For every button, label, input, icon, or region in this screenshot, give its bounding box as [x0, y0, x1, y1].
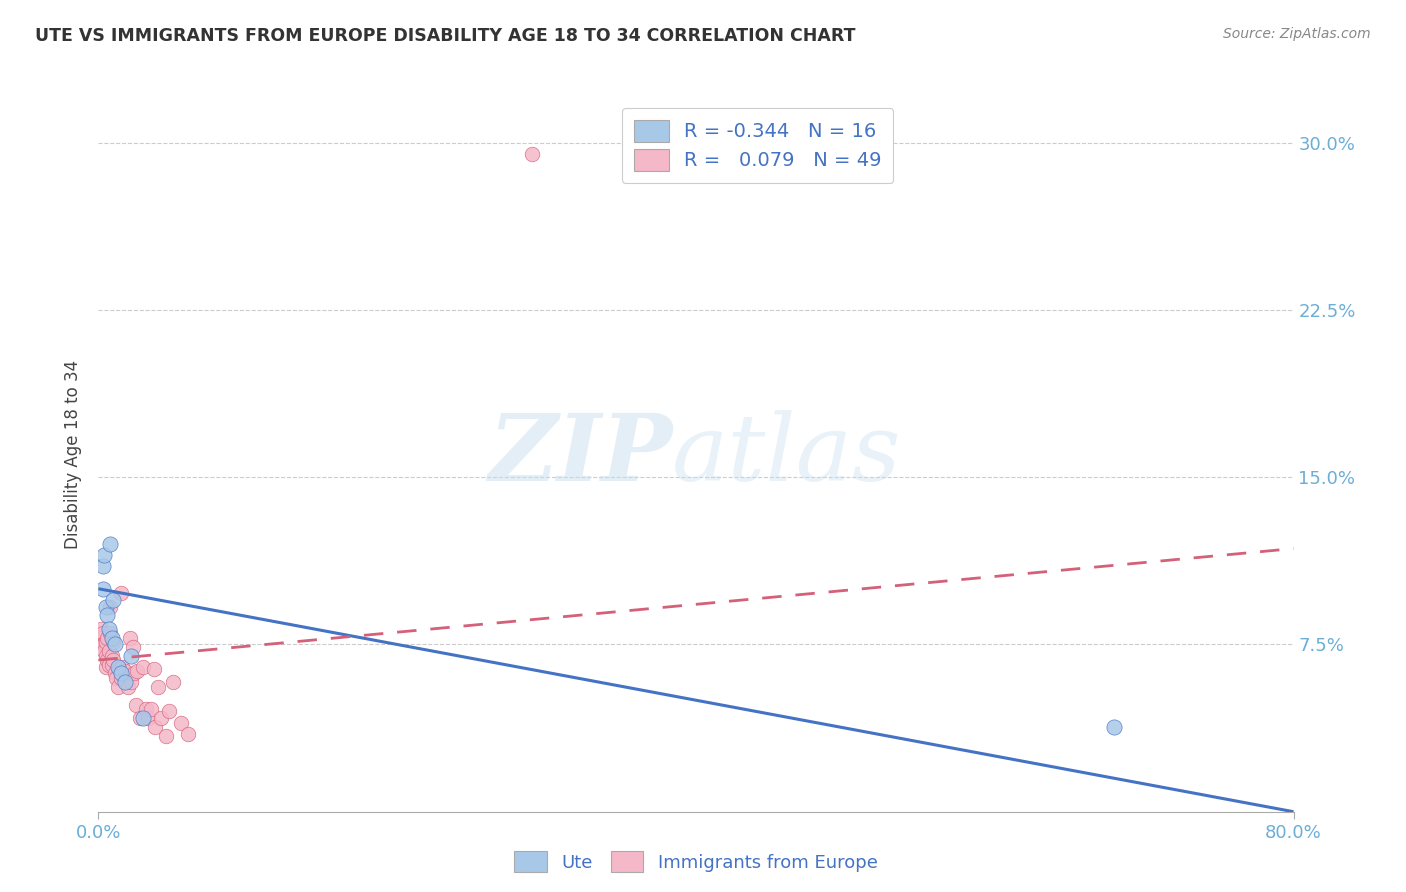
Point: [150, 711, 173, 725]
Point: [124, 666, 146, 681]
Point: [107, 660, 129, 674]
Point: [96, 631, 118, 645]
Point: [125, 698, 148, 712]
Point: [162, 675, 184, 690]
Legend: Ute, Immigrants from Europe: Ute, Immigrants from Europe: [505, 842, 887, 881]
Point: [90, 622, 112, 636]
Text: ZIP: ZIP: [488, 410, 672, 500]
Point: [97, 657, 120, 672]
Point: [117, 680, 139, 694]
Point: [91, 559, 114, 574]
Point: [169, 715, 191, 730]
Point: [94, 635, 117, 649]
Point: [143, 720, 166, 734]
Point: [101, 648, 124, 663]
Point: [142, 662, 165, 676]
Point: [157, 705, 180, 719]
Point: [114, 675, 136, 690]
Text: Source: ZipAtlas.com: Source: ZipAtlas.com: [1223, 27, 1371, 41]
Point: [105, 671, 128, 685]
Point: [97, 644, 120, 658]
Point: [136, 711, 159, 725]
Point: [94, 599, 117, 614]
Point: [118, 631, 141, 645]
Point: [97, 622, 120, 636]
Point: [114, 664, 136, 678]
Point: [148, 680, 170, 694]
Point: [520, 147, 543, 161]
Y-axis label: Disability Age 18 to 34: Disability Age 18 to 34: [65, 360, 83, 549]
Point: [100, 537, 122, 551]
Point: [103, 592, 125, 607]
Point: [127, 664, 149, 678]
Point: [120, 675, 142, 690]
Point: [96, 608, 118, 623]
Point: [121, 640, 143, 654]
Point: [94, 660, 117, 674]
Point: [104, 637, 127, 651]
Point: [93, 644, 115, 658]
Point: [101, 631, 124, 645]
Point: [110, 666, 132, 681]
Point: [101, 657, 124, 672]
Point: [132, 711, 155, 725]
Point: [107, 680, 129, 694]
Point: [91, 637, 114, 651]
Point: [100, 599, 122, 614]
Point: [103, 635, 125, 649]
Point: [100, 626, 122, 640]
Point: [177, 726, 200, 740]
Point: [91, 626, 114, 640]
Point: [103, 653, 125, 667]
Point: [94, 648, 117, 663]
Point: [93, 637, 115, 651]
Text: UTE VS IMMIGRANTS FROM EUROPE DISABILITY AGE 18 TO 34 CORRELATION CHART: UTE VS IMMIGRANTS FROM EUROPE DISABILITY…: [35, 27, 856, 45]
Point: [104, 666, 127, 681]
Point: [93, 548, 115, 563]
Point: [155, 729, 177, 743]
Point: [120, 648, 142, 663]
Point: [96, 653, 118, 667]
Point: [90, 631, 112, 645]
Point: [139, 702, 162, 716]
Text: atlas: atlas: [672, 410, 901, 500]
Point: [132, 660, 155, 674]
Point: [111, 660, 134, 674]
Point: [91, 582, 114, 596]
Point: [108, 662, 131, 676]
Point: [110, 586, 132, 600]
Point: [135, 702, 157, 716]
Point: [129, 711, 152, 725]
Point: [110, 671, 132, 685]
Point: [1104, 720, 1126, 734]
